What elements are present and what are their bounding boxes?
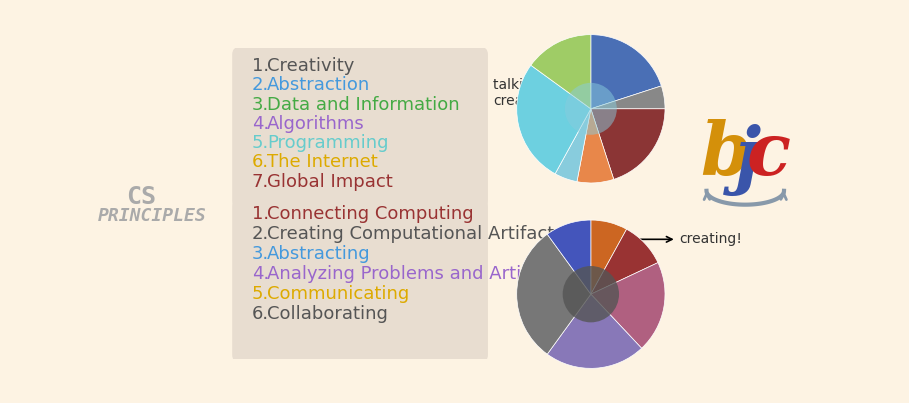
Text: 5.: 5. — [252, 285, 269, 303]
Text: Global Impact: Global Impact — [267, 172, 393, 191]
Text: 2.: 2. — [252, 225, 269, 243]
Wedge shape — [516, 65, 591, 174]
Text: Algorithms: Algorithms — [267, 115, 365, 133]
Text: Communicating: Communicating — [267, 285, 409, 303]
Wedge shape — [547, 220, 591, 294]
Circle shape — [563, 266, 619, 322]
Text: 1.: 1. — [252, 57, 269, 75]
Wedge shape — [591, 229, 658, 294]
Text: Analyzing Problems and Artifacts: Analyzing Problems and Artifacts — [267, 265, 565, 283]
Text: 6.: 6. — [252, 153, 269, 171]
Text: 1.: 1. — [252, 205, 269, 223]
Text: c: c — [746, 119, 791, 190]
Wedge shape — [547, 294, 642, 368]
Text: creating!: creating! — [601, 232, 743, 246]
FancyBboxPatch shape — [232, 199, 488, 363]
Text: 4.: 4. — [252, 265, 269, 283]
Text: Programming: Programming — [267, 134, 388, 152]
Circle shape — [564, 83, 617, 135]
Text: Connecting Computing: Connecting Computing — [267, 205, 474, 223]
Text: 3.: 3. — [252, 96, 269, 114]
Wedge shape — [591, 35, 662, 109]
Text: CS: CS — [125, 185, 155, 209]
Text: 5.: 5. — [252, 134, 269, 152]
Text: 4.: 4. — [252, 115, 269, 133]
Text: The Internet: The Internet — [267, 153, 378, 171]
Text: Creativity: Creativity — [267, 57, 355, 75]
Text: j: j — [734, 124, 761, 196]
Text: 7.: 7. — [252, 172, 269, 191]
Wedge shape — [591, 109, 665, 179]
Wedge shape — [577, 109, 614, 183]
Wedge shape — [516, 234, 591, 354]
Text: Data and Information: Data and Information — [267, 96, 460, 114]
Wedge shape — [591, 86, 665, 109]
Text: b: b — [701, 119, 751, 190]
Wedge shape — [555, 109, 591, 182]
Wedge shape — [591, 263, 665, 348]
Text: 2.: 2. — [252, 76, 269, 94]
Text: Abstracting: Abstracting — [267, 245, 371, 263]
Text: talking about
creativity: talking about creativity — [494, 78, 592, 116]
Wedge shape — [591, 220, 626, 294]
Text: Creating Computational Artifacts: Creating Computational Artifacts — [267, 225, 564, 243]
Text: 6.: 6. — [252, 305, 269, 323]
Text: 3.: 3. — [252, 245, 269, 263]
Wedge shape — [531, 35, 591, 109]
Text: PRINCIPLES: PRINCIPLES — [98, 207, 206, 225]
Text: Abstraction: Abstraction — [267, 76, 370, 94]
FancyBboxPatch shape — [232, 47, 488, 208]
Text: Collaborating: Collaborating — [267, 305, 388, 323]
